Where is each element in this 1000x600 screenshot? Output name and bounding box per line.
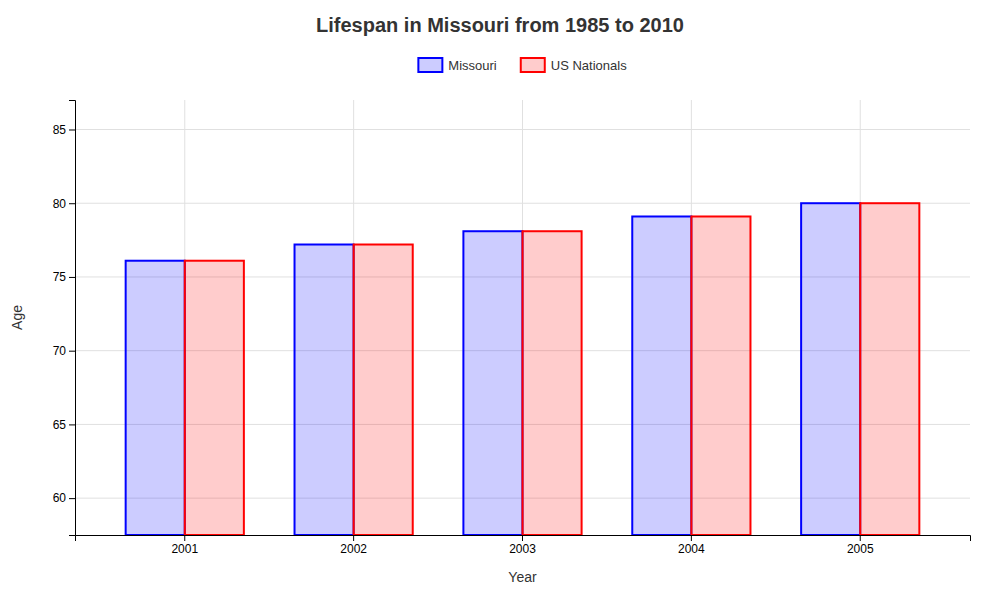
tick-label: 65 — [53, 418, 67, 432]
tick: 2004 — [678, 535, 705, 556]
tick-mark — [69, 351, 75, 352]
x-axis: 2001 2002 2003 2004 2005 — [76, 535, 971, 556]
tick: 85 — [53, 123, 75, 137]
tick-mark — [69, 424, 75, 425]
tick: 65 — [53, 418, 75, 432]
tick: 2002 — [340, 535, 367, 556]
legend-item: US Nationals — [521, 58, 627, 73]
bar — [463, 231, 522, 535]
bar — [632, 216, 691, 535]
tick-label: 2005 — [847, 542, 874, 556]
tick-label: 2001 — [171, 542, 198, 556]
tick-label: 2003 — [509, 542, 536, 556]
bar — [185, 261, 244, 535]
chart: 2001 2002 2003 2004 2005 60 65 70 75 80 85 Lifespan… — [0, 0, 1000, 600]
tick: 75 — [53, 270, 75, 284]
bar — [523, 231, 582, 535]
grid — [75, 100, 970, 535]
axis-line — [76, 536, 971, 542]
bars — [126, 203, 920, 535]
tick-mark — [69, 498, 75, 499]
tick-label: 80 — [53, 197, 67, 211]
y-axis-title: Age — [9, 305, 25, 330]
title: Lifespan in Missouri from 1985 to 2010 — [316, 14, 684, 36]
tick-label: 85 — [53, 123, 67, 137]
legend-swatch — [521, 58, 545, 72]
tick-mark — [691, 535, 692, 541]
tick: 80 — [53, 197, 75, 211]
tick-mark — [353, 535, 354, 541]
tick: 2003 — [509, 535, 536, 556]
bar — [860, 203, 919, 535]
tick: 2005 — [847, 535, 874, 556]
tick-label: 2004 — [678, 542, 705, 556]
legend-swatch — [418, 58, 442, 72]
tick-label: 70 — [53, 344, 67, 358]
tick-label: 75 — [53, 270, 67, 284]
tick: 60 — [53, 491, 75, 505]
bar — [801, 203, 860, 535]
bar — [126, 261, 185, 535]
tick: 70 — [53, 344, 75, 358]
x-axis-title: Year — [508, 569, 537, 585]
bar — [295, 245, 354, 535]
tick-mark — [69, 203, 75, 204]
axis-line — [69, 101, 76, 536]
bar-series — [185, 203, 920, 535]
tick-mark — [522, 535, 523, 541]
bar — [354, 245, 413, 535]
tick-mark — [69, 129, 75, 130]
bar — [691, 216, 750, 535]
legend-label: US Nationals — [551, 58, 627, 73]
legend-label: Missouri — [448, 58, 497, 73]
tick-mark — [860, 535, 861, 541]
bar-series — [126, 203, 861, 535]
tick-mark — [69, 277, 75, 278]
tick-mark — [184, 535, 185, 541]
tick-label: 2002 — [340, 542, 367, 556]
y-axis: 60 65 70 75 80 85 — [53, 101, 76, 536]
plot: 2001 2002 2003 2004 2005 60 65 70 75 80 85 — [53, 100, 971, 556]
legend: Missouri US Nationals — [418, 58, 627, 73]
tick-label: 60 — [53, 491, 67, 505]
legend-item: Missouri — [418, 58, 497, 73]
tick: 2001 — [171, 535, 198, 556]
